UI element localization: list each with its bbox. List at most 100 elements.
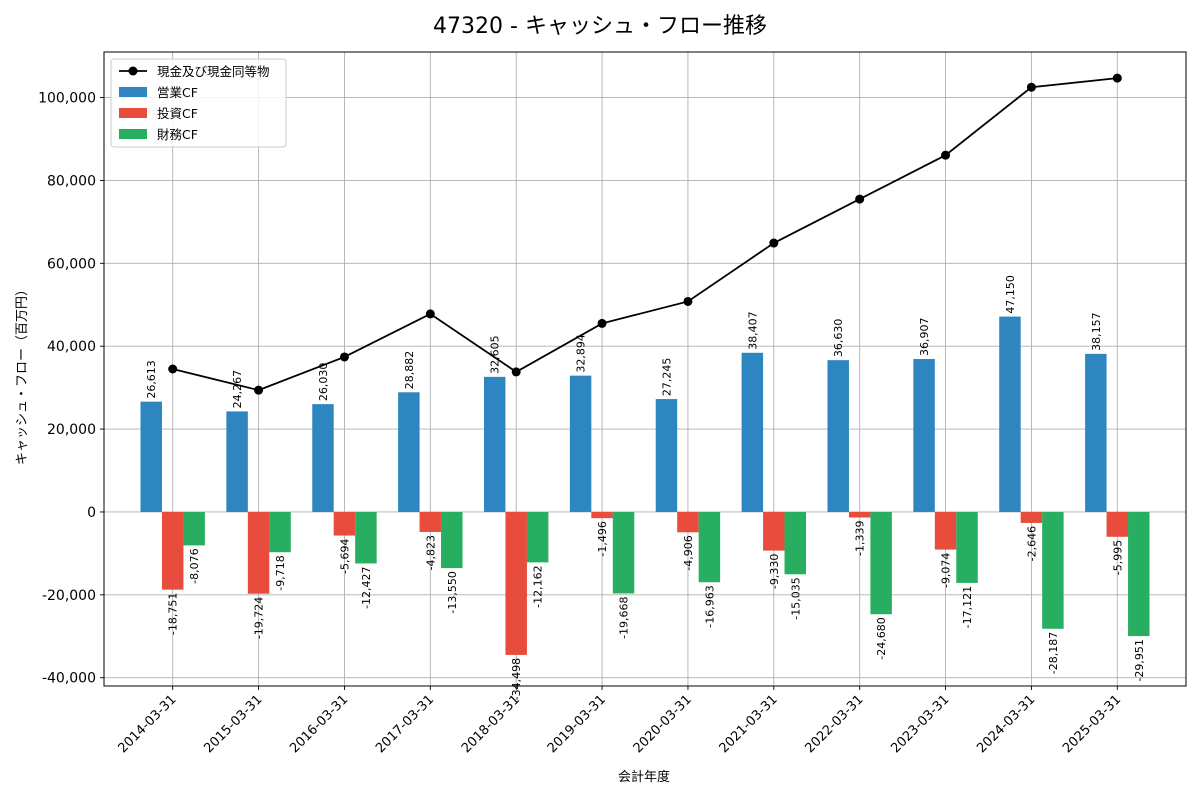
data-label: -15,035 — [789, 577, 802, 619]
x-tick-label: 2015-03-31 — [201, 692, 265, 756]
y-axis-label: キャッシュ・フロー（百万円） — [15, 283, 30, 465]
data-label: -4,906 — [682, 535, 695, 570]
x-tick-label: 2025-03-31 — [1060, 692, 1124, 756]
data-label: -34,498 — [510, 658, 523, 700]
cash-point — [941, 150, 951, 160]
bar-営業CF — [398, 392, 420, 512]
data-label: 38,157 — [1090, 312, 1103, 351]
cash-point — [597, 318, 607, 328]
y-tick-label: -20,000 — [42, 588, 96, 604]
bar-財務CF — [784, 511, 807, 575]
bar-営業CF — [312, 404, 334, 512]
data-label: 24,267 — [231, 370, 244, 409]
data-label: -13,550 — [446, 571, 459, 613]
bar-営業CF — [913, 359, 935, 512]
bar-営業CF — [741, 352, 764, 512]
data-label: -17,121 — [961, 586, 974, 628]
data-label: 28,882 — [403, 351, 416, 390]
x-tick-label: 2023-03-31 — [888, 692, 952, 756]
bar-財務CF — [355, 511, 377, 564]
data-label: -1,339 — [854, 521, 867, 556]
data-label: -19,668 — [618, 596, 631, 638]
bar-投資CF — [1106, 511, 1129, 537]
y-tick-label: 0 — [87, 505, 96, 521]
data-label: -24,680 — [875, 617, 888, 659]
data-label: 32,894 — [575, 334, 588, 373]
cash-point — [254, 385, 264, 395]
data-label: -5,694 — [338, 539, 351, 574]
data-label: -5,995 — [1111, 540, 1124, 575]
bar-財務CF — [183, 511, 205, 546]
bar-財務CF — [612, 511, 635, 594]
x-tick-label: 2022-03-31 — [802, 692, 866, 756]
y-tick-label: 60,000 — [47, 256, 96, 272]
bar-投資CF — [591, 511, 613, 519]
legend-label: 財務CF — [157, 127, 198, 142]
cash-point — [1026, 82, 1036, 92]
bar-投資CF — [247, 511, 270, 594]
bar-営業CF — [999, 316, 1021, 512]
cash-point — [1112, 73, 1122, 83]
bar-営業CF — [827, 360, 849, 512]
bar-投資CF — [934, 511, 957, 550]
data-label: -18,751 — [167, 593, 180, 635]
bar-営業CF — [483, 376, 506, 512]
legend-bar-swatch — [119, 129, 147, 139]
cash-point — [683, 296, 693, 306]
bar-財務CF — [870, 511, 892, 615]
bar-投資CF — [419, 511, 442, 532]
legend-bar-swatch — [119, 87, 147, 97]
cash-point — [855, 194, 865, 204]
y-tick-label: 40,000 — [47, 339, 96, 355]
cash-point — [769, 238, 779, 248]
bar-営業CF — [569, 375, 592, 512]
x-tick-label: 2016-03-31 — [287, 692, 351, 756]
y-tick-label: -40,000 — [42, 671, 96, 687]
legend-label: 営業CF — [157, 85, 198, 100]
bar-営業CF — [140, 401, 162, 512]
x-tick-label: 2021-03-31 — [717, 692, 781, 756]
data-label: 36,907 — [918, 318, 931, 357]
y-tick-label: 100,000 — [38, 91, 96, 107]
data-label: -2,646 — [1025, 526, 1038, 561]
y-tick-label: 20,000 — [47, 422, 96, 438]
bar-投資CF — [848, 511, 871, 518]
bar-営業CF — [1085, 353, 1107, 512]
bar-財務CF — [698, 511, 721, 583]
chart-title: 47320 - キャッシュ・フロー推移 — [433, 14, 767, 39]
data-label: -9,074 — [940, 553, 953, 588]
legend-bar-swatch — [119, 108, 147, 118]
data-label: -16,963 — [703, 585, 716, 627]
bar-投資CF — [763, 511, 785, 551]
data-label: -19,724 — [253, 597, 266, 639]
x-tick-label: 2017-03-31 — [373, 692, 437, 756]
data-label: 32,605 — [489, 335, 502, 374]
bar-財務CF — [526, 511, 549, 563]
bar-投資CF — [1020, 511, 1043, 523]
data-label: -12,427 — [360, 566, 373, 608]
data-label: 26,613 — [145, 360, 158, 399]
data-label: 38,407 — [746, 311, 759, 350]
x-tick-label: 2018-03-31 — [459, 692, 523, 756]
legend-box — [110, 58, 287, 148]
bar-投資CF — [161, 511, 184, 590]
x-tick-label: 2014-03-31 — [115, 692, 179, 756]
bar-財務CF — [269, 511, 291, 553]
plot-frame — [103, 51, 1187, 687]
data-label: -4,823 — [424, 535, 437, 570]
x-axis-label: 会計年度 — [618, 769, 670, 785]
data-label: -1,496 — [596, 521, 609, 556]
data-label: -9,330 — [768, 554, 781, 589]
bar-投資CF — [677, 511, 699, 533]
bar-投資CF — [333, 511, 356, 536]
legend-line-marker — [128, 66, 138, 76]
data-label: -28,187 — [1047, 632, 1060, 674]
line-layer — [168, 73, 1122, 395]
data-label: 27,245 — [660, 358, 673, 397]
data-label: 47,150 — [1004, 275, 1017, 314]
cash-point — [511, 367, 521, 377]
cash-point — [425, 309, 435, 319]
